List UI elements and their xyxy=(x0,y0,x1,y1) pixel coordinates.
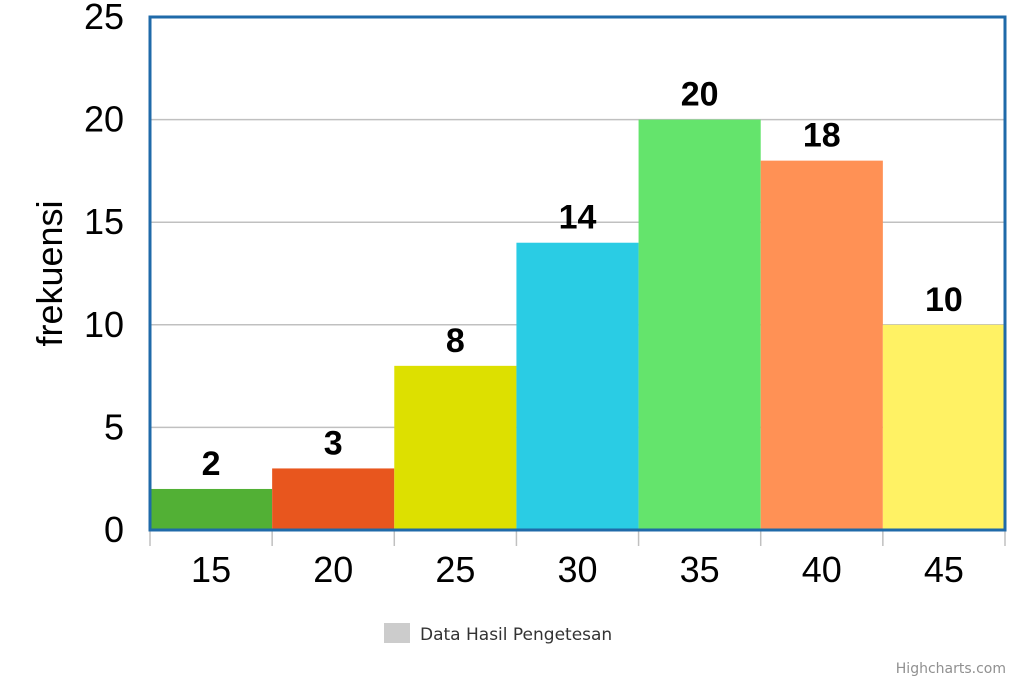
y-tick-label-10: 10 xyxy=(84,304,124,345)
data-label-25: 8 xyxy=(446,322,465,360)
credits-link[interactable]: Highcharts.com xyxy=(896,661,1006,677)
bar-20[interactable] xyxy=(272,468,395,530)
y-axis-title: frekuensi xyxy=(29,200,70,346)
data-label-30: 14 xyxy=(559,199,597,237)
data-label-15: 2 xyxy=(202,445,221,483)
bar-15[interactable] xyxy=(150,488,273,530)
y-tick-label-25: 25 xyxy=(84,0,124,37)
bar-25[interactable] xyxy=(394,365,517,530)
x-axis-ticks: 15 20 25 30 35 40 45 xyxy=(149,530,1006,590)
bar-30[interactable] xyxy=(516,242,639,530)
data-label-20: 3 xyxy=(324,424,343,462)
y-tick-label-20: 20 xyxy=(84,99,124,140)
legend-label[interactable]: Data Hasil Pengetesan xyxy=(420,625,612,645)
data-labels: 2 3 8 14 20 18 10 xyxy=(202,76,963,483)
x-tick-label-20: 20 xyxy=(313,549,353,590)
data-label-35: 20 xyxy=(681,76,719,114)
y-tick-label-5: 5 xyxy=(104,406,124,447)
data-label-40: 18 xyxy=(803,117,841,155)
legend[interactable]: Data Hasil Pengetesan xyxy=(384,623,612,645)
data-label-45: 10 xyxy=(925,281,963,319)
bars xyxy=(150,119,1005,530)
x-tick-label-25: 25 xyxy=(435,549,475,590)
legend-swatch[interactable] xyxy=(384,623,410,643)
plot-border xyxy=(148,15,1007,532)
x-tick-label-45: 45 xyxy=(924,549,964,590)
x-tick-label-15: 15 xyxy=(191,549,231,590)
bar-45[interactable] xyxy=(882,324,1005,530)
y-axis-ticks: 0 5 10 15 20 25 xyxy=(84,0,124,550)
y-tick-label-0: 0 xyxy=(104,509,124,550)
y-tick-label-15: 15 xyxy=(84,201,124,242)
x-tick-label-35: 35 xyxy=(680,549,720,590)
x-tick-label-30: 30 xyxy=(557,549,597,590)
bar-35[interactable] xyxy=(638,119,761,530)
bar-40[interactable] xyxy=(760,160,883,530)
x-tick-label-40: 40 xyxy=(802,549,842,590)
